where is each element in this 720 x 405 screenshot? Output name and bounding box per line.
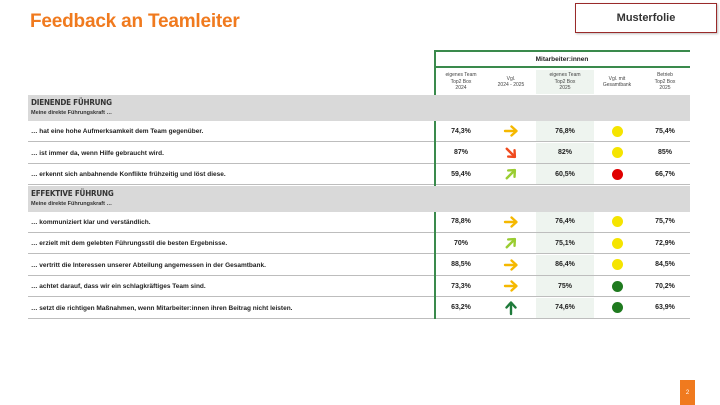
value-col-2025: 75% (536, 276, 594, 296)
value-col-betrieb: 85% (657, 149, 672, 156)
status-cell (594, 143, 640, 163)
group-divider (434, 121, 436, 142)
value-col-2024: 73,3% (451, 282, 471, 290)
column-header-col-betrieb: Betrieb Top2 Box 2025 (654, 72, 676, 92)
status-red-dot-icon (611, 168, 623, 180)
value-col-2025: 74,6% (536, 297, 594, 318)
section-title: Dienende Führung (31, 98, 112, 107)
section-header: Effektive Führung Meine direkte Führungsk… (28, 185, 690, 212)
value-col-betrieb: 66,7% (655, 170, 675, 178)
table-row: … kommuniziert klar und verständlich. 78,… (28, 211, 690, 233)
trend-up-right-arrow-icon (503, 166, 519, 182)
value-col-2025: 60,5% (536, 164, 594, 184)
trend-right-arrow-icon (503, 257, 519, 273)
trend-cell (486, 276, 536, 296)
status-yellow-dot-icon (611, 259, 623, 270)
trend-cell (486, 298, 536, 318)
group-divider (434, 254, 436, 276)
group-divider (434, 233, 436, 254)
value-col-2025: 86,4% (536, 254, 594, 275)
row-label: … vertritt die Interessen unserer Abteil… (31, 261, 266, 269)
column-header-col-2024: eigenes Team Top2 Box 2024 (445, 72, 477, 92)
column-header-col-status: Vgl. mit Gesamtbank (602, 75, 632, 89)
trend-right-arrow-icon (503, 214, 519, 230)
value-col-betrieb: 75,4% (655, 127, 675, 135)
table-row: … hat eine hohe Aufmerksamkeit dem Team … (28, 121, 690, 142)
musterfolie-badge: Musterfolie (575, 3, 717, 33)
trend-down-arrow-icon (503, 145, 519, 161)
value-col-2025: 82% (536, 142, 594, 163)
trend-up-arrow-icon (503, 300, 519, 316)
trend-up-right-arrow-icon (503, 235, 519, 251)
value-col-betrieb: 63,9% (655, 304, 675, 311)
value-col-betrieb: 70,2% (655, 282, 675, 290)
trend-right-arrow-icon (503, 278, 519, 294)
table-row: … vertritt die Interessen unserer Abteil… (28, 254, 690, 276)
row-label: … hat eine hohe Aufmerksamkeit dem Team … (31, 128, 204, 135)
trend-cell (486, 164, 536, 184)
section-header: Dienende Führung Meine direkte Führungskr… (28, 95, 690, 121)
table-row: … erzielt mit dem gelebten Führungsstil … (28, 233, 690, 254)
status-green-dot-icon (611, 302, 623, 313)
status-yellow-dot-icon (611, 216, 623, 227)
page-title: Feedback an Teamleiter (30, 11, 240, 32)
trend-cell (486, 233, 536, 253)
value-col-2024: 59,4% (451, 170, 471, 178)
status-yellow-dot-icon (611, 237, 623, 249)
section-subtitle: Meine direkte Führungskraft … (31, 200, 112, 207)
value-col-betrieb: 72,9% (655, 239, 675, 247)
value-col-betrieb: 84,5% (655, 261, 675, 268)
status-cell (594, 121, 640, 141)
page-number: 2 (680, 380, 695, 405)
value-col-2024: 88,5% (451, 261, 471, 268)
trend-cell (486, 255, 536, 275)
status-cell (594, 212, 640, 232)
row-label: … setzt die richtigen Maßnahmen, wenn Mi… (31, 304, 293, 312)
value-col-2025: 76,4% (536, 211, 594, 232)
trend-cell (486, 212, 536, 232)
group-header: Mitarbeiter:innen (434, 50, 690, 68)
row-label: … erkennt sich anbahnende Konflikte früh… (31, 171, 226, 178)
status-cell (594, 233, 640, 253)
trend-cell (486, 143, 536, 163)
table-row: … ist immer da, wenn Hilfe gebraucht wir… (28, 142, 690, 164)
group-divider (434, 276, 436, 297)
column-header-col-2025: eigenes Team Top2 Box 2025 (536, 70, 594, 94)
status-cell (594, 164, 640, 184)
section-subtitle: Meine direkte Führungskraft … (31, 110, 112, 116)
table-row: … achtet darauf, dass wir ein schlagkräf… (28, 276, 690, 297)
column-header-col-trend: Vgl. 2024 - 2025 (497, 75, 525, 89)
status-green-dot-icon (611, 280, 623, 292)
value-col-2025: 75,1% (536, 233, 594, 253)
status-cell (594, 276, 640, 296)
value-col-2024: 70% (453, 239, 468, 247)
value-col-2024: 78,8% (451, 218, 471, 225)
group-divider (434, 211, 436, 233)
status-yellow-dot-icon (611, 125, 623, 137)
status-cell (594, 255, 640, 275)
row-label: … achtet darauf, dass wir ein schlagkräf… (31, 283, 206, 290)
group-divider (434, 164, 436, 185)
status-yellow-dot-icon (611, 147, 623, 158)
trend-right-arrow-icon (503, 123, 519, 139)
value-col-2025: 76,8% (536, 121, 594, 141)
value-col-betrieb: 75,7% (655, 218, 675, 225)
row-label: … erzielt mit dem gelebten Führungsstil … (31, 240, 228, 247)
row-label: … kommuniziert klar und verständlich. (31, 218, 151, 226)
table-row: … setzt die richtigen Maßnahmen, wenn Mi… (28, 297, 690, 319)
column-headers: eigenes Team Top2 Box 2024 Vgl. 2024 - 20… (28, 70, 690, 94)
group-divider (434, 297, 436, 319)
section-title: Effektive Führung (31, 188, 114, 198)
row-label: … ist immer da, wenn Hilfe gebraucht wir… (31, 149, 164, 157)
table-row: … erkennt sich anbahnende Konflikte früh… (28, 164, 690, 185)
value-col-2024: 74,3% (451, 127, 471, 135)
trend-cell (486, 121, 536, 141)
value-col-2024: 63,2% (451, 304, 471, 311)
status-cell (594, 298, 640, 318)
group-divider (434, 142, 436, 164)
value-col-2024: 87% (453, 149, 468, 156)
